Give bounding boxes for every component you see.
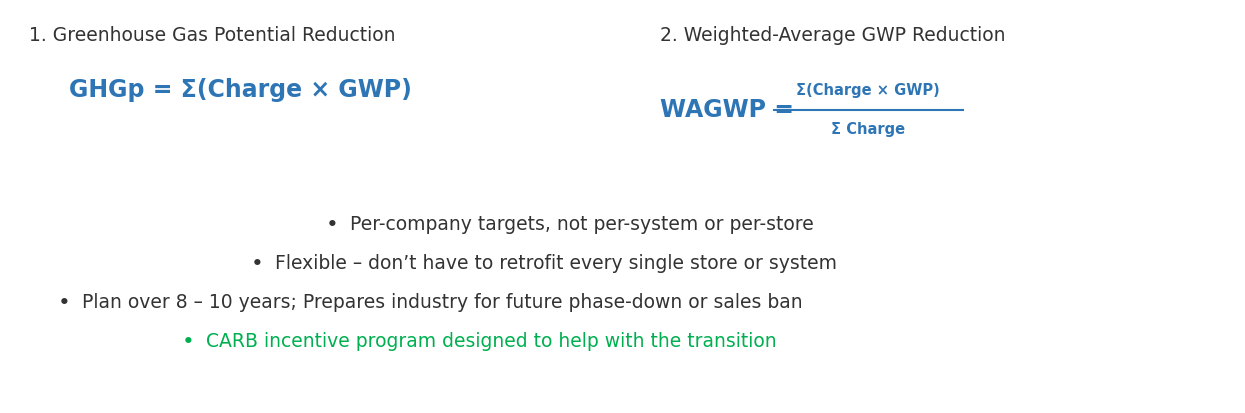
Text: Per-company targets, not per-system or per-store: Per-company targets, not per-system or p… xyxy=(350,215,813,234)
Text: •: • xyxy=(182,332,194,352)
Text: •: • xyxy=(251,254,264,274)
Text: WAGWP =: WAGWP = xyxy=(660,98,802,122)
Text: GHGp = Σ(Charge × GWP): GHGp = Σ(Charge × GWP) xyxy=(68,78,412,102)
Text: Σ(Charge × GWP): Σ(Charge × GWP) xyxy=(797,83,940,98)
Text: Σ Charge: Σ Charge xyxy=(832,122,905,137)
Text: Flexible – don’t have to retrofit every single store or system: Flexible – don’t have to retrofit every … xyxy=(275,254,838,273)
Text: 1. Greenhouse Gas Potential Reduction: 1. Greenhouse Gas Potential Reduction xyxy=(29,26,396,45)
Text: CARB incentive program designed to help with the transition: CARB incentive program designed to help … xyxy=(205,332,777,351)
Text: Plan over 8 – 10 years; Prepares industry for future phase-down or sales ban: Plan over 8 – 10 years; Prepares industr… xyxy=(82,293,802,312)
Text: 2. Weighted-Average GWP Reduction: 2. Weighted-Average GWP Reduction xyxy=(660,26,1005,45)
Text: •: • xyxy=(326,215,339,235)
Text: •: • xyxy=(57,293,70,313)
